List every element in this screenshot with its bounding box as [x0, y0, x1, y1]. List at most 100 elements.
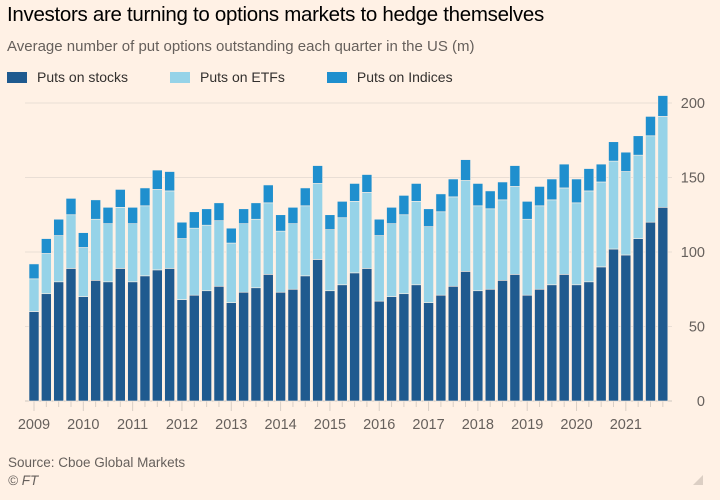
bar-segment-indices: [41, 238, 52, 254]
chart-subtitle: Average number of put options outstandin…: [7, 38, 475, 55]
bar-segment-indices: [336, 201, 348, 219]
bar-segment-indices: [398, 195, 410, 216]
bar-segment-stocks: [657, 207, 669, 402]
bar-segment-indices: [188, 211, 200, 229]
bar-segment-etfs: [521, 218, 533, 296]
bar-segment-stocks: [361, 268, 373, 402]
bar-segment-indices: [645, 116, 656, 137]
bar-segment-stocks: [78, 296, 89, 402]
bar-segment-etfs: [336, 217, 348, 286]
bar-segment-stocks: [447, 285, 459, 402]
bar-segment-indices: [620, 151, 632, 172]
bar-segment-stocks: [287, 288, 299, 402]
bar-segment-indices: [632, 135, 644, 156]
bar-segment-etfs: [115, 207, 126, 269]
bar-segment-stocks: [645, 221, 656, 402]
x-tick-label: 2017: [412, 417, 444, 433]
bar-segment-stocks: [275, 291, 286, 402]
bar-segment-etfs: [546, 199, 558, 286]
x-tick-label: 2020: [560, 417, 592, 433]
bar-segment-stocks: [423, 302, 434, 402]
bar-segment-etfs: [176, 238, 188, 300]
bar-segment-stocks: [176, 299, 188, 402]
bar-segment-indices: [583, 168, 595, 192]
bar-segment-indices: [152, 169, 163, 190]
bar-segment-stocks: [213, 285, 225, 402]
x-tick-label: 2010: [67, 417, 99, 433]
source-note: Source: Cboe Global Markets: [8, 455, 186, 470]
bar-segment-etfs: [188, 227, 200, 296]
bar-segment-etfs: [127, 223, 138, 283]
bar-segment-stocks: [238, 291, 249, 402]
bar-segment-stocks: [558, 274, 570, 402]
bar-segment-etfs: [558, 187, 570, 275]
bar-segment-indices: [546, 178, 558, 201]
bar-segment-etfs: [139, 205, 151, 277]
bar-segment-stocks: [386, 296, 397, 402]
x-tick-label: 2015: [314, 417, 346, 433]
bar-segment-stocks: [595, 266, 607, 402]
bar-segment-stocks: [373, 300, 385, 402]
bar-segment-stocks: [410, 284, 422, 402]
bar-segment-indices: [225, 227, 237, 244]
bar-segment-etfs: [299, 205, 311, 277]
bar-segment-etfs: [435, 211, 447, 296]
bar-segment-etfs: [657, 116, 669, 208]
bar-segment-indices: [608, 141, 619, 162]
bar-segment-stocks: [28, 311, 40, 402]
bar-segment-etfs: [398, 214, 410, 295]
bar-segment-stocks: [115, 268, 126, 402]
bar-segment-etfs: [312, 183, 323, 260]
legend-item-indices: Puts on Indices: [326, 69, 453, 85]
bar-segment-indices: [484, 190, 496, 210]
bar-segment-stocks: [435, 294, 447, 402]
bar-segment-indices: [287, 207, 299, 224]
bar-segment-indices: [349, 183, 360, 202]
x-tick-label: 2016: [363, 417, 395, 433]
legend-swatch-stocks: [7, 71, 27, 83]
bar-segment-stocks: [583, 281, 595, 402]
bar-segment-stocks: [225, 302, 237, 402]
bar-segment-etfs: [472, 205, 484, 292]
bar-segment-indices: [571, 178, 582, 204]
bar-segment-stocks: [250, 287, 262, 402]
bar-segment-stocks: [632, 238, 644, 402]
y-tick-label: 50: [689, 320, 705, 336]
x-tick-label: 2014: [264, 417, 296, 433]
bar-segment-stocks: [188, 294, 200, 402]
bar-segment-stocks: [53, 281, 64, 402]
bar-segment-etfs: [534, 205, 545, 290]
bar-segment-etfs: [620, 171, 632, 256]
bar-segment-stocks: [571, 284, 582, 402]
bar-segment-stocks: [484, 288, 496, 402]
bar-segment-etfs: [225, 242, 237, 303]
bar-segment-stocks: [497, 280, 508, 402]
bar-segment-etfs: [65, 214, 77, 269]
bar-segment-etfs: [78, 247, 89, 297]
bar-segment-stocks: [460, 271, 471, 402]
bar-segment-stocks: [152, 269, 163, 402]
legend-label-indices: Puts on Indices: [356, 69, 453, 85]
bar-segment-etfs: [447, 196, 459, 287]
bar-segment-indices: [521, 201, 533, 220]
bar-segment-etfs: [324, 229, 336, 292]
bar-segment-etfs: [595, 181, 607, 268]
bar-segment-indices: [176, 221, 188, 239]
legend-label-stocks: Puts on stocks: [37, 69, 129, 85]
bar-segment-indices: [275, 214, 286, 232]
y-tick-label: 150: [681, 171, 705, 187]
bar-segment-stocks: [41, 293, 52, 402]
x-tick-label: 2012: [166, 417, 198, 433]
bar-segment-indices: [447, 178, 459, 198]
bar-segment-etfs: [201, 224, 212, 292]
bar-segment-stocks: [102, 281, 114, 402]
bar-segment-etfs: [410, 201, 422, 286]
y-tick-label: 100: [681, 245, 705, 261]
bar-segment-stocks: [324, 290, 336, 402]
bar-segment-indices: [28, 263, 40, 280]
bar-segment-etfs: [250, 218, 262, 289]
bar-segment-indices: [262, 184, 274, 204]
bar-segment-indices: [497, 181, 508, 201]
bar-segment-indices: [558, 163, 570, 189]
bar-segment-indices: [460, 159, 471, 181]
